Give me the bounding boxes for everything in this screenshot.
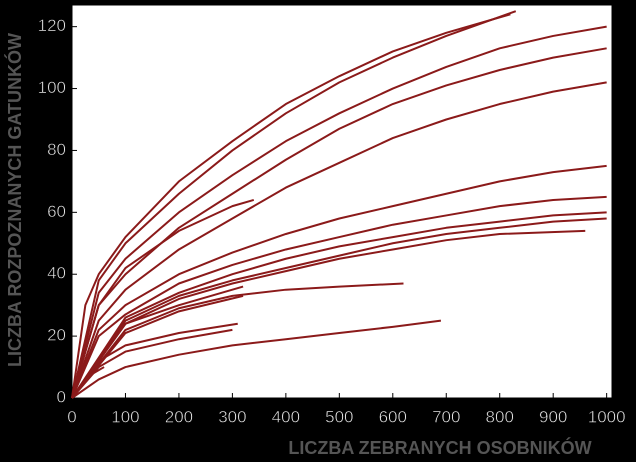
series-line: [71, 294, 244, 399]
series-line: [71, 282, 404, 399]
x-tick-label: 100: [111, 407, 139, 426]
series-line: [71, 198, 255, 399]
series-line: [71, 366, 105, 399]
x-tick-label: 500: [325, 407, 353, 426]
y-tick-label: 120: [38, 16, 66, 35]
x-tick-label: 1000: [588, 407, 626, 426]
series-line: [71, 217, 607, 399]
series-line: [71, 10, 517, 399]
y-tick-label: 20: [47, 326, 66, 345]
x-tick-label: 600: [379, 407, 407, 426]
x-tick-label: 300: [218, 407, 246, 426]
series-line: [71, 47, 607, 399]
x-tick-label: 0: [67, 407, 76, 426]
series-line: [71, 164, 607, 399]
y-tick-label: 80: [47, 140, 66, 159]
series-line: [71, 319, 442, 399]
series-line: [71, 322, 238, 399]
series-line: [71, 229, 586, 399]
x-tick-label: 200: [165, 407, 193, 426]
x-axis-label: LICZBA ZEBRANYCH OSOBNIKÓW: [288, 437, 591, 458]
series-line: [71, 195, 607, 399]
y-tick-label: 60: [47, 202, 66, 221]
y-tick-label: 40: [47, 264, 66, 283]
x-tick-label: 400: [272, 407, 300, 426]
y-axis-label: LICZBA ROZPOZNANYCH GATUNKÓW: [4, 33, 25, 367]
y-tick-label: 100: [38, 78, 66, 97]
x-tick-label: 700: [432, 407, 460, 426]
series-line: [71, 13, 511, 399]
series-line: [71, 328, 233, 399]
x-tick-label: 900: [539, 407, 567, 426]
series-line: [71, 25, 607, 399]
series-line: [71, 81, 607, 399]
series-line: [71, 211, 607, 399]
y-tick-label: 0: [57, 387, 66, 406]
x-tick-label: 800: [486, 407, 514, 426]
